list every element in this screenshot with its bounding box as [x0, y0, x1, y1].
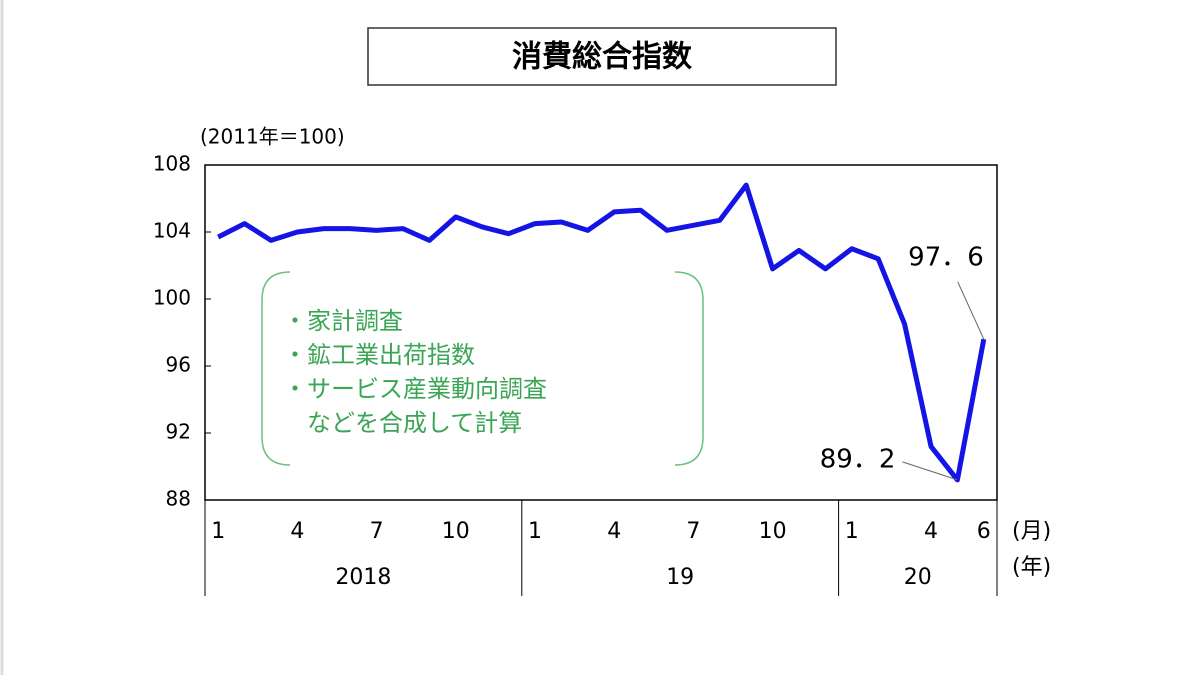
plot-frame	[204, 164, 998, 501]
label-leader	[902, 461, 958, 481]
group-label: 20	[904, 565, 932, 590]
x-tick-label: 4	[290, 519, 304, 544]
note-bracket-left	[261, 271, 291, 466]
y-tick-label: 92	[166, 420, 191, 444]
y-tick-label: 104	[153, 219, 191, 243]
y-tick-label: 96	[166, 353, 191, 377]
y-tick-label: 100	[153, 286, 191, 310]
y-axis-label: (2011年＝100)	[200, 125, 345, 149]
note-bracket-right	[674, 271, 704, 466]
chart-title: 消費総合指数	[512, 40, 693, 75]
note-line: などを合成して計算	[283, 409, 522, 437]
label-leader	[957, 281, 985, 340]
x-tick-label: 7	[686, 519, 700, 544]
line-series	[217, 182, 987, 483]
x-tick-label: 1	[211, 519, 225, 544]
x-unit-label: (月)	[1012, 519, 1051, 544]
group-label: 2018	[335, 565, 391, 590]
value-label: 89．2	[820, 444, 896, 474]
value-label: 97．6	[908, 243, 984, 273]
y-tick-label: 108	[153, 152, 191, 176]
x-tick-label: 6	[977, 519, 991, 544]
title-box	[367, 27, 837, 86]
group-unit-label: (年)	[1012, 555, 1051, 580]
x-tick-label: 1	[528, 519, 542, 544]
note-line: ・鉱工業出荷指数	[283, 341, 475, 369]
x-tick-label: 1	[845, 519, 859, 544]
x-tick-label: 10	[442, 519, 470, 544]
x-tick-label: 4	[607, 519, 621, 544]
x-tick-label: 4	[924, 519, 938, 544]
note-line: ・サービス産業動向調査	[283, 375, 547, 403]
y-tick-label: 88	[166, 487, 191, 511]
x-tick-label: 10	[759, 519, 787, 544]
group-label: 19	[666, 565, 694, 590]
note-line: ・家計調査	[283, 307, 403, 335]
x-tick-label: 7	[370, 519, 384, 544]
